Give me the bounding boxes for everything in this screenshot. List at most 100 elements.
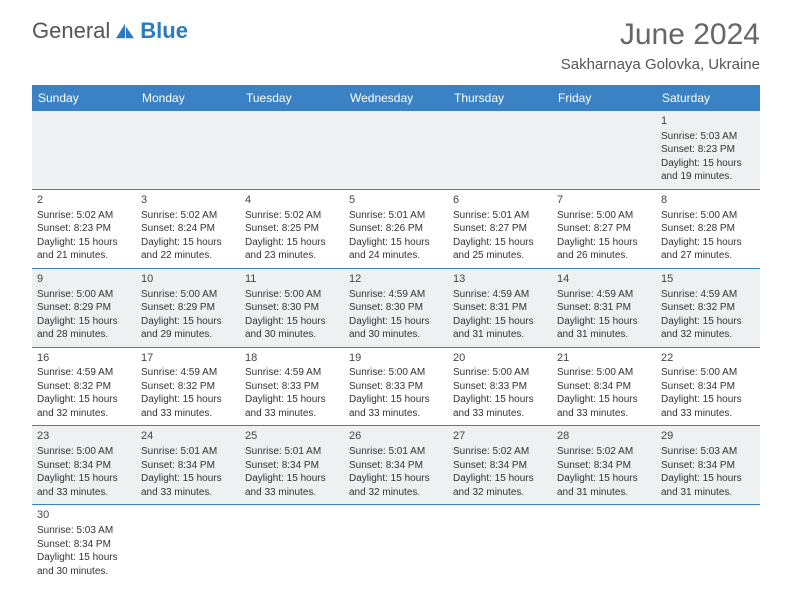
empty-cell (344, 505, 448, 583)
sunset: Sunset: 8:32 PM (661, 301, 755, 315)
day-number: 15 (661, 272, 755, 287)
day-number: 18 (245, 351, 339, 366)
sunset: Sunset: 8:31 PM (453, 301, 547, 315)
sunrise: Sunrise: 5:02 AM (245, 209, 339, 223)
daylight-1: Daylight: 15 hours (37, 393, 131, 407)
sunset: Sunset: 8:27 PM (453, 222, 547, 236)
calendar-body: 1Sunrise: 5:03 AMSunset: 8:23 PMDaylight… (32, 111, 760, 583)
day-cell: 28Sunrise: 5:02 AMSunset: 8:34 PMDayligh… (552, 426, 656, 505)
sunrise: Sunrise: 5:00 AM (453, 366, 547, 380)
calendar-row: 30Sunrise: 5:03 AMSunset: 8:34 PMDayligh… (32, 505, 760, 583)
day-cell: 1Sunrise: 5:03 AMSunset: 8:23 PMDaylight… (656, 111, 760, 189)
daylight-2: and 22 minutes. (141, 249, 235, 263)
sunrise: Sunrise: 5:00 AM (245, 288, 339, 302)
daylight-2: and 19 minutes. (661, 170, 755, 184)
day-number: 29 (661, 429, 755, 444)
sunset: Sunset: 8:34 PM (37, 459, 131, 473)
day-number: 3 (141, 193, 235, 208)
daylight-1: Daylight: 15 hours (661, 315, 755, 329)
daylight-1: Daylight: 15 hours (557, 393, 651, 407)
calendar-table: SundayMondayTuesdayWednesdayThursdayFrid… (32, 85, 760, 583)
day-number: 9 (37, 272, 131, 287)
day-number: 22 (661, 351, 755, 366)
sunset: Sunset: 8:25 PM (245, 222, 339, 236)
daylight-1: Daylight: 15 hours (453, 472, 547, 486)
daylight-2: and 32 minutes. (453, 486, 547, 500)
calendar-head: SundayMondayTuesdayWednesdayThursdayFrid… (32, 85, 760, 111)
daylight-2: and 33 minutes. (453, 407, 547, 421)
header: General Blue June 2024 Sakharnaya Golovk… (0, 0, 792, 81)
daylight-2: and 32 minutes. (37, 407, 131, 421)
daylight-1: Daylight: 15 hours (349, 315, 443, 329)
empty-cell (448, 111, 552, 189)
sunrise: Sunrise: 4:59 AM (349, 288, 443, 302)
sunrise: Sunrise: 5:00 AM (661, 366, 755, 380)
day-number: 10 (141, 272, 235, 287)
sunset: Sunset: 8:29 PM (37, 301, 131, 315)
daylight-2: and 33 minutes. (37, 486, 131, 500)
sunset: Sunset: 8:34 PM (557, 459, 651, 473)
sunrise: Sunrise: 4:59 AM (141, 366, 235, 380)
logo-text-1: General (32, 18, 110, 44)
sunset: Sunset: 8:33 PM (453, 380, 547, 394)
sunrise: Sunrise: 5:00 AM (141, 288, 235, 302)
sunset: Sunset: 8:33 PM (349, 380, 443, 394)
weekday-header: Saturday (656, 85, 760, 111)
sunset: Sunset: 8:23 PM (661, 143, 755, 157)
daylight-2: and 30 minutes. (245, 328, 339, 342)
day-cell: 14Sunrise: 4:59 AMSunset: 8:31 PMDayligh… (552, 268, 656, 347)
day-cell: 2Sunrise: 5:02 AMSunset: 8:23 PMDaylight… (32, 189, 136, 268)
day-cell: 27Sunrise: 5:02 AMSunset: 8:34 PMDayligh… (448, 426, 552, 505)
sunrise: Sunrise: 5:01 AM (245, 445, 339, 459)
day-number: 24 (141, 429, 235, 444)
daylight-2: and 33 minutes. (245, 486, 339, 500)
empty-cell (344, 111, 448, 189)
daylight-1: Daylight: 15 hours (349, 236, 443, 250)
sunrise: Sunrise: 5:00 AM (349, 366, 443, 380)
day-number: 8 (661, 193, 755, 208)
daylight-2: and 27 minutes. (661, 249, 755, 263)
day-number: 4 (245, 193, 339, 208)
daylight-2: and 31 minutes. (557, 328, 651, 342)
day-cell: 10Sunrise: 5:00 AMSunset: 8:29 PMDayligh… (136, 268, 240, 347)
day-cell: 18Sunrise: 4:59 AMSunset: 8:33 PMDayligh… (240, 347, 344, 426)
sunset: Sunset: 8:34 PM (557, 380, 651, 394)
sunrise: Sunrise: 4:59 AM (245, 366, 339, 380)
daylight-1: Daylight: 15 hours (37, 315, 131, 329)
location: Sakharnaya Golovka, Ukraine (561, 56, 760, 73)
day-cell: 5Sunrise: 5:01 AMSunset: 8:26 PMDaylight… (344, 189, 448, 268)
calendar-row: 1Sunrise: 5:03 AMSunset: 8:23 PMDaylight… (32, 111, 760, 189)
day-cell: 20Sunrise: 5:00 AMSunset: 8:33 PMDayligh… (448, 347, 552, 426)
sunset: Sunset: 8:28 PM (661, 222, 755, 236)
sunset: Sunset: 8:30 PM (349, 301, 443, 315)
sunrise: Sunrise: 4:59 AM (453, 288, 547, 302)
sunset: Sunset: 8:34 PM (661, 380, 755, 394)
day-number: 14 (557, 272, 651, 287)
empty-cell (136, 111, 240, 189)
daylight-1: Daylight: 15 hours (661, 393, 755, 407)
empty-cell (136, 505, 240, 583)
day-cell: 25Sunrise: 5:01 AMSunset: 8:34 PMDayligh… (240, 426, 344, 505)
day-number: 12 (349, 272, 443, 287)
day-cell: 19Sunrise: 5:00 AMSunset: 8:33 PMDayligh… (344, 347, 448, 426)
sunset: Sunset: 8:26 PM (349, 222, 443, 236)
empty-cell (656, 505, 760, 583)
sunrise: Sunrise: 5:03 AM (661, 130, 755, 144)
sunrise: Sunrise: 5:00 AM (557, 209, 651, 223)
sunrise: Sunrise: 5:00 AM (557, 366, 651, 380)
empty-cell (552, 111, 656, 189)
day-cell: 7Sunrise: 5:00 AMSunset: 8:27 PMDaylight… (552, 189, 656, 268)
sunset: Sunset: 8:23 PM (37, 222, 131, 236)
sunset: Sunset: 8:24 PM (141, 222, 235, 236)
daylight-2: and 28 minutes. (37, 328, 131, 342)
sunrise: Sunrise: 5:01 AM (349, 445, 443, 459)
sunrise: Sunrise: 5:00 AM (661, 209, 755, 223)
daylight-1: Daylight: 15 hours (349, 393, 443, 407)
day-cell: 30Sunrise: 5:03 AMSunset: 8:34 PMDayligh… (32, 505, 136, 583)
day-number: 25 (245, 429, 339, 444)
sunset: Sunset: 8:31 PM (557, 301, 651, 315)
sunset: Sunset: 8:34 PM (661, 459, 755, 473)
day-cell: 16Sunrise: 4:59 AMSunset: 8:32 PMDayligh… (32, 347, 136, 426)
day-cell: 4Sunrise: 5:02 AMSunset: 8:25 PMDaylight… (240, 189, 344, 268)
calendar-row: 9Sunrise: 5:00 AMSunset: 8:29 PMDaylight… (32, 268, 760, 347)
